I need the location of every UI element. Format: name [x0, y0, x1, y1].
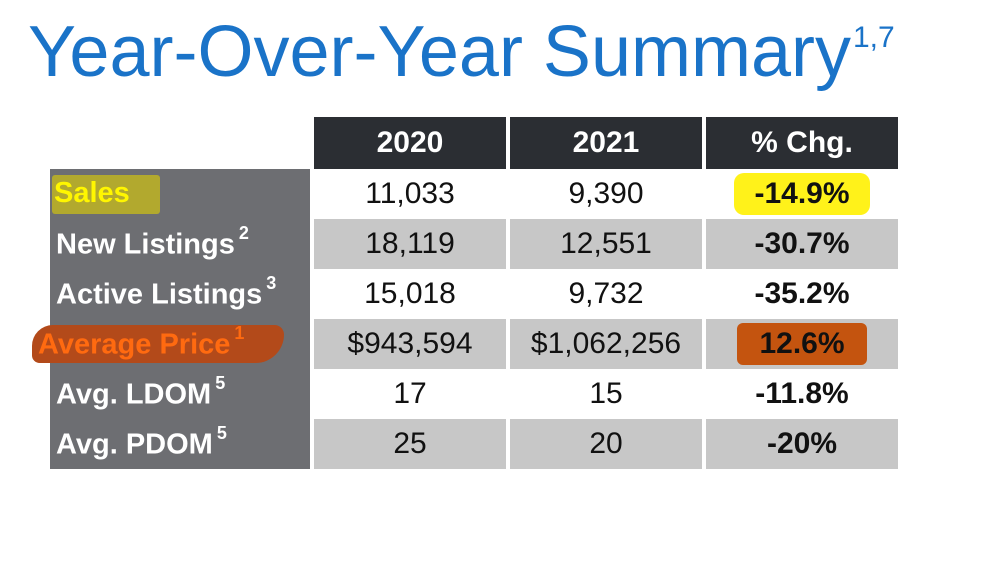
cell-pct-change: -11.8%: [702, 369, 898, 419]
row-label-text: Active Listings: [56, 278, 263, 311]
table-row-new-listings: New Listings 2 18,119 12,551 -30.7%: [50, 219, 898, 269]
cell-2020: 17: [310, 369, 506, 419]
row-label: Avg. LDOM 5: [50, 369, 310, 419]
row-footnote: 5: [215, 372, 226, 393]
yellow-highlight-label: Sales: [52, 174, 160, 214]
cell-pct-change: -35.2%: [702, 269, 898, 319]
title-text: Year-Over-Year Summary: [28, 12, 851, 92]
cell-pct-change: -14.9%: [702, 169, 898, 219]
row-label-text: Avg. LDOM: [56, 378, 212, 411]
page-title: Year-Over-Year Summary1,7: [28, 0, 895, 100]
cell-2020: $943,594: [310, 319, 506, 369]
cell-pct-change: -20%: [702, 419, 898, 469]
row-label-text: Average Price: [38, 328, 231, 361]
row-label: Active Listings 3: [50, 269, 310, 319]
summary-table: 2020 2021 % Chg. Sales 11,033 9,390 -14.…: [32, 117, 898, 469]
row-label-text: Avg. PDOM: [56, 428, 213, 461]
table-row-avg-ldom: Avg. LDOM 5 17 15 -11.8%: [50, 369, 898, 419]
cell-2020: 11,033: [310, 169, 506, 219]
cell-2021: 9,390: [506, 169, 702, 219]
header-pct-change: % Chg.: [702, 117, 898, 169]
cell-2020: 25: [310, 419, 506, 469]
row-footnote: 1: [234, 322, 245, 343]
row-label-text: New Listings: [56, 228, 235, 261]
row-footnote: 5: [216, 422, 227, 443]
cell-2021: $1,062,256: [506, 319, 702, 369]
cell-2021: 20: [506, 419, 702, 469]
cell-2021: 9,732: [506, 269, 702, 319]
title-footnotes: 1,7: [852, 21, 895, 54]
row-label: Avg. PDOM 5: [50, 419, 310, 469]
header-row: 2020 2021 % Chg.: [50, 117, 898, 169]
row-label: New Listings 2: [50, 219, 310, 269]
table-row-avg-pdom: Avg. PDOM 5 25 20 -20%: [50, 419, 898, 469]
cell-pct-change: 12.6%: [702, 319, 898, 369]
table-row-active-listings: Active Listings 3 15,018 9,732 -35.2%: [50, 269, 898, 319]
row-label: Average Price 1: [32, 319, 310, 369]
table-row-average-price: Average Price 1 $943,594 $1,062,256 12.6%: [32, 319, 898, 369]
header-2021: 2021: [506, 117, 702, 169]
row-footnote: 3: [266, 272, 277, 293]
cell-2020: 18,119: [310, 219, 506, 269]
cell-2020: 15,018: [310, 269, 506, 319]
cell-pct-change: -30.7%: [702, 219, 898, 269]
header-corner: [50, 117, 310, 169]
table-row-sales: Sales 11,033 9,390 -14.9%: [50, 169, 898, 219]
row-footnote: 2: [238, 222, 249, 243]
yellow-highlight-value: -14.9%: [734, 173, 870, 215]
orange-highlight-label: Average Price 1: [32, 322, 285, 364]
row-label: Sales: [50, 169, 310, 219]
row-label-text: Sales: [54, 176, 130, 209]
orange-highlight-value: 12.6%: [737, 323, 867, 365]
cell-2021: 15: [506, 369, 702, 419]
header-2020: 2020: [310, 117, 506, 169]
cell-2021: 12,551: [506, 219, 702, 269]
